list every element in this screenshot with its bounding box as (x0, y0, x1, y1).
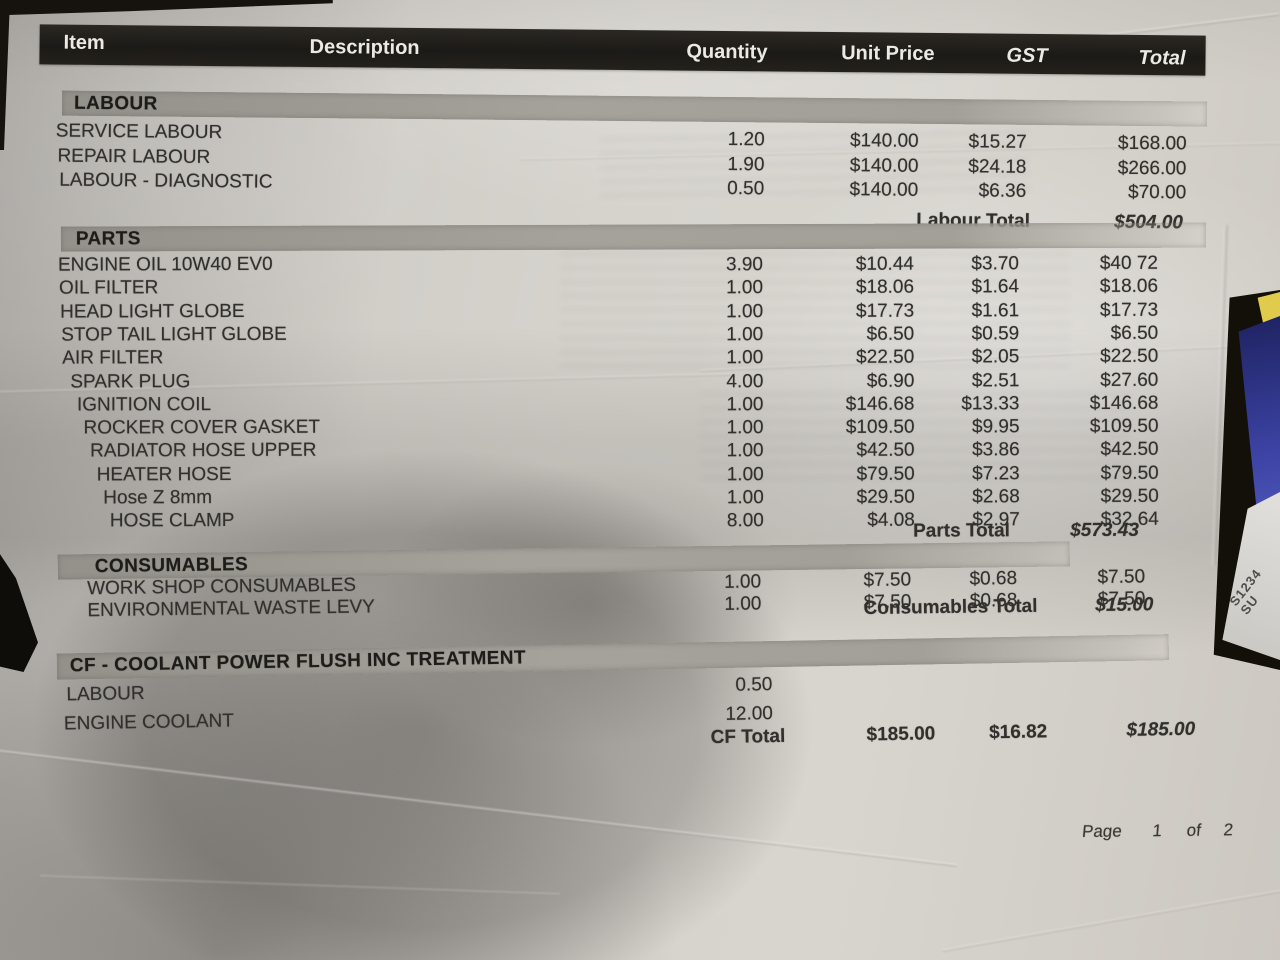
item-cell: LABOUR (66, 683, 145, 706)
qty-cell: 0.50 (735, 674, 773, 696)
footer-page-total: 2 (1222, 820, 1235, 840)
page-footer: Page 1 of 2 (1081, 820, 1234, 842)
section-total-gst: $16.82 (988, 721, 1048, 744)
section-total-value: $185.00 (1126, 718, 1196, 741)
section-total-unit-price: $185.00 (866, 723, 936, 746)
section-total-label: CF Total (710, 725, 786, 749)
item-cell: ENGINE COOLANT (63, 710, 235, 735)
invoice-sections: LABOUR SERVICE LABOUR 1.20 $140.00 $15.27 $16… (0, 0, 1280, 748)
footer-of-word: of (1185, 820, 1202, 840)
footer-page-number: 1 (1151, 821, 1163, 841)
footer-page-word: Page (1081, 821, 1123, 842)
qty-cell: 12.00 (725, 703, 774, 725)
